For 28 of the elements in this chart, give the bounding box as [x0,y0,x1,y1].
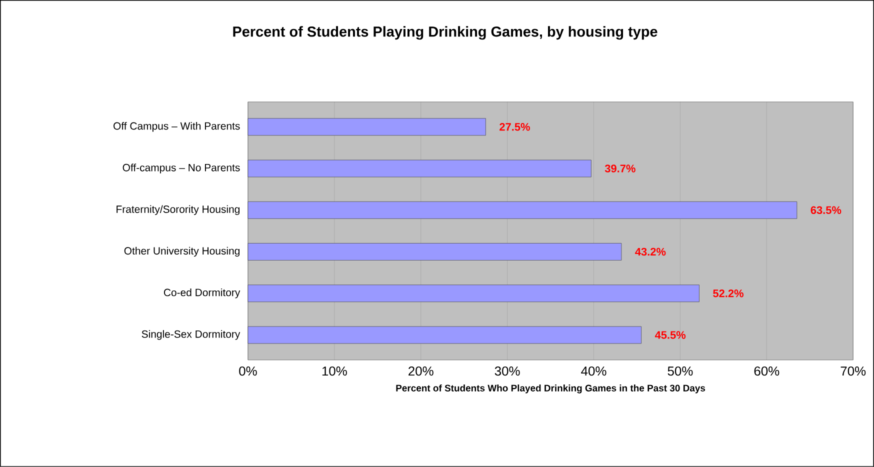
y-tick-label: Single-Sex Dormitory [142,330,240,340]
x-tick-label: 40% [581,366,606,376]
chart-title: Percent of Students Playing Drinking Games, by housing type [233,26,658,40]
y-tick-label: Other University Housing [124,246,240,257]
bar [248,284,700,302]
x-tick-label: 30% [494,366,520,376]
data-label: 39.7% [604,164,636,172]
bar [248,201,798,219]
x-tick-label: 20% [408,366,434,376]
data-label: 63.5% [810,206,842,214]
bar [248,326,642,344]
data-label: 45.5% [654,331,686,339]
data-label: 43.2% [635,248,666,256]
y-tick-label: Fraternity/Sorority Housing [116,205,240,216]
x-tick-label: 60% [754,366,780,376]
x-tick-label: 0% [239,366,257,376]
x-tick-label: 10% [322,366,347,376]
y-tick-label: Off Campus – With Parents [114,122,240,132]
bar [248,243,622,260]
x-tick-label: 50% [668,366,693,376]
x-tick-label: 70% [840,366,866,376]
bar [248,160,592,178]
data-label: 27.5% [500,123,530,131]
x-axis-title: Percent of Students Who Played Drinking Games in the Past 30 Days [396,384,706,394]
y-tick-label: Off-campus – No Parents [122,164,240,174]
data-label: 52.2% [713,290,744,298]
bar [248,118,486,136]
y-tick-label: Co-ed Dormitory [164,288,240,298]
